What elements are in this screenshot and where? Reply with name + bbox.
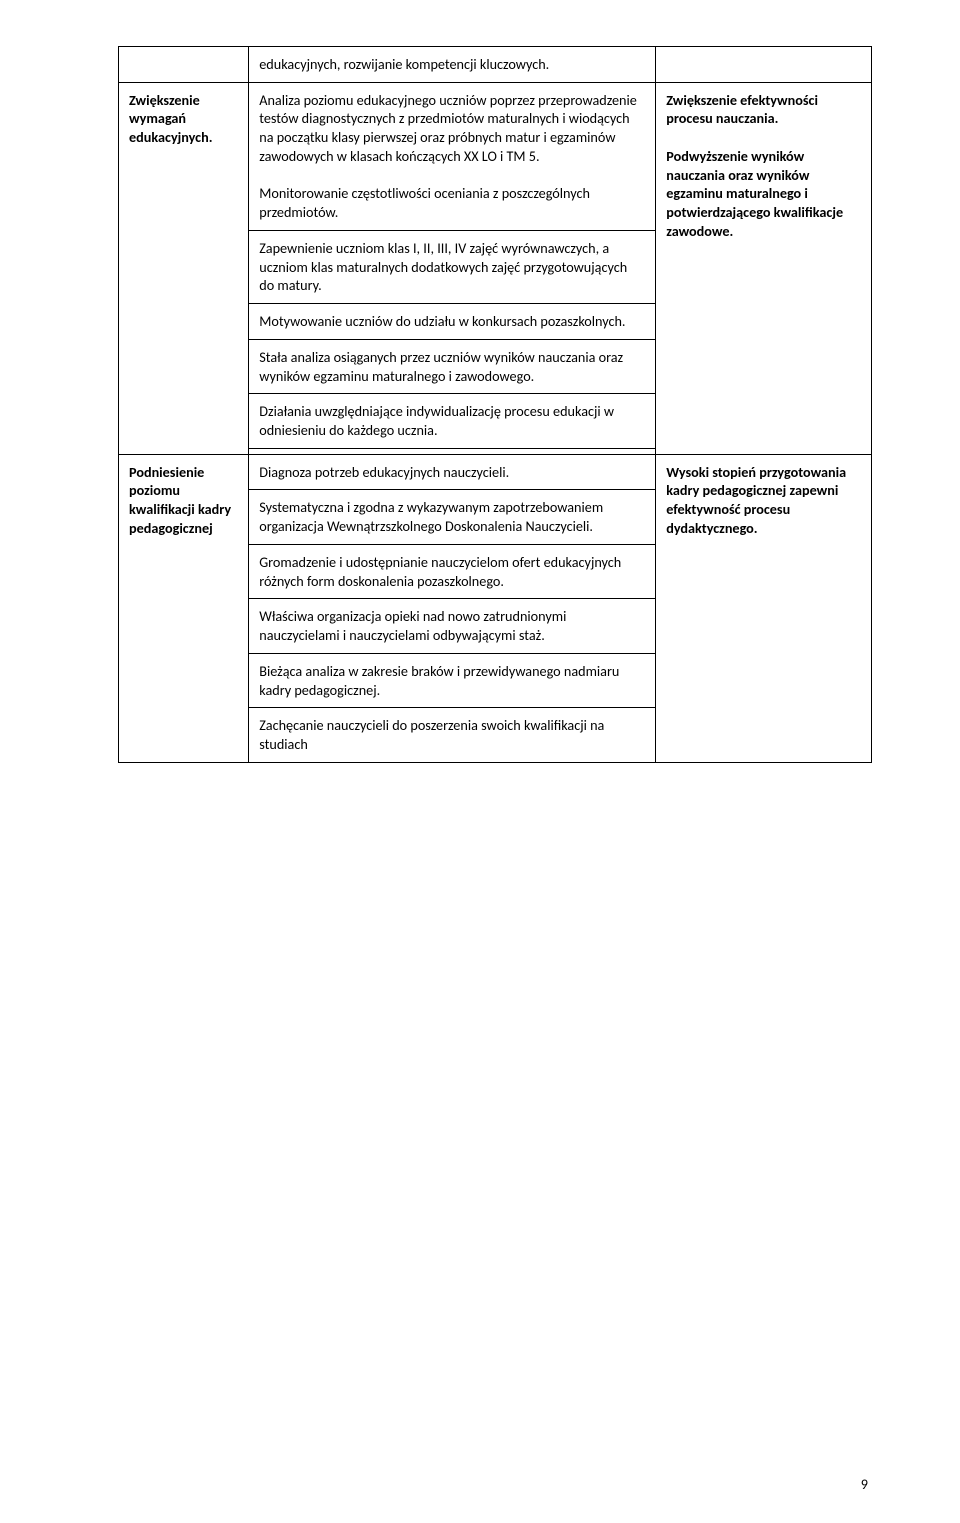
col-middle-cell: Stała analiza osiąganych przez uczniów w… (249, 339, 656, 393)
col-left-cell (119, 47, 249, 83)
table-row: Podniesienie poziomu kwalifikacji kadry … (119, 454, 872, 490)
col-right-cell: Wysoki stopień przygotowania kadry pedag… (656, 454, 872, 762)
table-body: edukacyjnych, rozwijanie kompetencji klu… (119, 47, 872, 763)
col-middle-cell: Działania uwzględniające indywidualizacj… (249, 394, 656, 448)
table-row: edukacyjnych, rozwijanie kompetencji klu… (119, 47, 872, 83)
col-middle-cell: Zapewnienie uczniom klas I, II, III, IV … (249, 230, 656, 303)
col-left-cell: Podniesienie poziomu kwalifikacji kadry … (119, 454, 249, 762)
col-right-cell: Zwiększenie efektywności procesu nauczan… (656, 82, 872, 454)
col-middle-cell: edukacyjnych, rozwijanie kompetencji klu… (249, 47, 656, 83)
col-middle-cell: Motywowanie uczniów do udziału w konkurs… (249, 304, 656, 340)
col-middle-cell: Diagnoza potrzeb edukacyjnych nauczyciel… (249, 454, 656, 490)
col-middle-cell: Właściwa organizacja opieki nad nowo zat… (249, 599, 656, 653)
col-left-cell: Zwiększenie wymagań edukacyjnych. (119, 82, 249, 454)
document-page: edukacyjnych, rozwijanie kompetencji klu… (0, 0, 960, 1523)
content-table: edukacyjnych, rozwijanie kompetencji klu… (118, 46, 872, 763)
col-middle-cell: Zachęcanie nauczycieli do poszerzenia sw… (249, 708, 656, 762)
table-row: Zwiększenie wymagań edukacyjnych.Analiza… (119, 82, 872, 230)
col-middle-cell: Systematyczna i zgodna z wykazywanym zap… (249, 490, 656, 544)
col-middle-cell: Analiza poziomu edukacyjnego uczniów pop… (249, 82, 656, 230)
col-middle-cell: Gromadzenie i udostępnianie nauczycielom… (249, 544, 656, 598)
col-right-cell (656, 47, 872, 83)
col-middle-cell: Bieżąca analiza w zakresie braków i prze… (249, 653, 656, 707)
page-number: 9 (861, 1475, 868, 1493)
